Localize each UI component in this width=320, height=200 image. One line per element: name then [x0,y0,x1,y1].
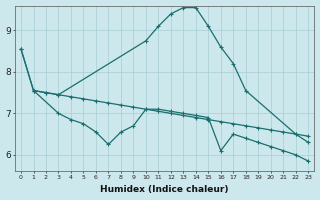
X-axis label: Humidex (Indice chaleur): Humidex (Indice chaleur) [100,185,229,194]
